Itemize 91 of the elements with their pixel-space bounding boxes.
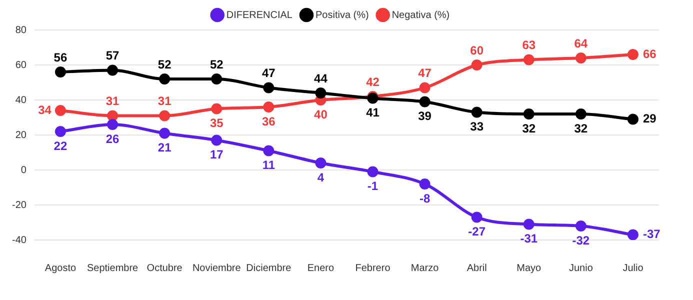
y-tick-label: 40	[15, 94, 27, 106]
point	[419, 96, 430, 108]
x-tick-label: Marzo	[410, 262, 440, 274]
point	[107, 110, 118, 122]
point	[54, 66, 66, 78]
data-label: 21	[158, 140, 172, 155]
legend-label: Negativa (%)	[392, 10, 450, 21]
data-label: 63	[522, 38, 536, 52]
data-label: 33	[470, 120, 484, 134]
data-label: 34	[38, 102, 52, 117]
data-label: 56	[54, 50, 68, 64]
point	[627, 114, 638, 125]
point	[471, 212, 482, 223]
point	[575, 220, 586, 232]
x-tick-label: Julio	[622, 262, 644, 274]
data-label: 47	[262, 66, 276, 80]
x-tick-label: Agosto	[44, 262, 76, 274]
data-label: 29	[642, 112, 657, 126]
point	[159, 74, 170, 84]
point	[107, 119, 118, 130]
data-label: 4	[317, 170, 324, 184]
data-label: 17	[210, 148, 224, 162]
point	[419, 178, 430, 190]
data-label: 60	[470, 43, 484, 58]
x-tick-label: Febrero	[355, 262, 391, 274]
point	[367, 166, 378, 178]
point	[211, 74, 222, 84]
point	[523, 108, 534, 120]
point	[315, 88, 326, 98]
data-label: 31	[158, 94, 172, 108]
point	[263, 82, 274, 94]
data-label: -37	[642, 227, 661, 242]
data-label: 32	[574, 121, 588, 136]
data-label: 52	[210, 57, 224, 72]
point	[107, 64, 118, 76]
data-label: 64	[574, 36, 588, 50]
data-label: 40	[314, 107, 328, 122]
y-tick-label: 20	[15, 130, 27, 141]
point	[575, 108, 586, 120]
data-label: 66	[642, 46, 657, 61]
x-tick-label: Diciembre	[246, 262, 292, 274]
point	[159, 128, 170, 139]
data-label: 36	[262, 114, 276, 128]
point	[523, 54, 534, 66]
point	[627, 229, 638, 240]
point	[211, 134, 222, 146]
point	[523, 218, 534, 230]
y-tick-label: -20	[12, 200, 27, 211]
data-label: 22	[54, 138, 68, 153]
legend-label: Positiva (%)	[315, 10, 369, 21]
point	[315, 158, 326, 168]
x-tick-label: Abril	[466, 262, 487, 274]
point	[159, 110, 170, 122]
data-label: 35	[210, 116, 224, 130]
point	[627, 49, 638, 60]
y-tick-label: 0	[20, 164, 27, 176]
point	[419, 82, 430, 94]
data-label: 32	[522, 121, 536, 136]
point	[211, 103, 222, 114]
data-label: 57	[106, 48, 120, 63]
x-tick-label: Mayo	[516, 262, 542, 274]
y-tick-label: 80	[15, 24, 27, 36]
x-tick-label: Junio	[568, 262, 594, 274]
x-tick-label: Noviembre	[192, 262, 242, 274]
data-label: -8	[419, 191, 430, 206]
data-label: 47	[418, 66, 432, 80]
y-tick-label: -40	[12, 234, 27, 246]
legend-label: DIFERENCIAL	[226, 10, 293, 21]
x-tick-label: Enero	[307, 262, 334, 274]
point	[54, 105, 66, 116]
y-tick-label: 60	[15, 60, 27, 71]
data-label: -32	[572, 233, 590, 248]
data-label: 26	[106, 132, 120, 146]
point	[263, 102, 274, 112]
data-label: 41	[366, 106, 380, 120]
data-label: 39	[418, 109, 432, 124]
data-label: -27	[468, 224, 486, 239]
point	[263, 145, 274, 156]
point	[575, 52, 586, 64]
x-tick-label: Septiembre	[86, 262, 139, 274]
data-label: 31	[106, 94, 120, 108]
data-label: 11	[262, 158, 276, 172]
x-tick-label: Octubre	[146, 262, 183, 274]
data-label: -1	[367, 179, 378, 194]
point	[471, 106, 482, 118]
point	[54, 126, 66, 137]
data-label: 52	[158, 57, 172, 72]
data-label: 44	[314, 71, 328, 86]
data-label: -31	[520, 232, 538, 246]
point	[471, 60, 482, 70]
data-label: 42	[366, 74, 380, 89]
